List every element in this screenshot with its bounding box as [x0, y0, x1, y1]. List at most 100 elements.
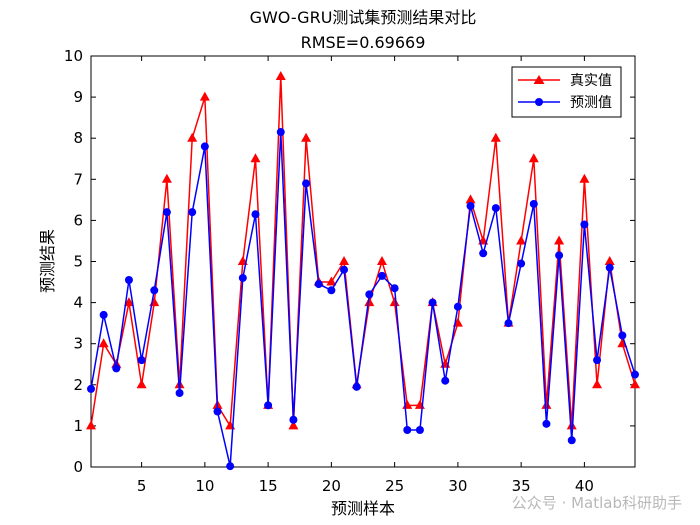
data-point-pred	[302, 179, 311, 188]
data-point-pred	[340, 265, 349, 274]
data-point-pred	[226, 462, 235, 471]
data-point-pred	[593, 356, 602, 365]
y-tick-label: 7	[73, 170, 83, 188]
legend: 真实值 预测值	[511, 66, 622, 118]
y-tick-label: 10	[64, 47, 83, 65]
data-point-true	[250, 153, 261, 163]
data-point-pred	[403, 426, 412, 435]
data-point-pred	[87, 384, 95, 393]
plot-area: 0 1 2 3 4 5 6 7 8 9 10 5 10 15 20 25 30 35 40	[64, 47, 640, 495]
x-tick-label: 35	[512, 477, 531, 495]
y-tick-label: 6	[73, 211, 83, 229]
data-point-pred	[491, 204, 500, 213]
data-point-true	[528, 153, 539, 163]
legend-pred-label: 预测值	[570, 95, 612, 111]
x-tick-label: 25	[385, 477, 404, 495]
data-point-true	[288, 420, 299, 430]
data-point-true	[566, 420, 577, 430]
data-point-true	[149, 297, 160, 307]
y-tick-label: 3	[73, 335, 83, 353]
data-point-true	[516, 235, 527, 245]
data-point-true	[136, 379, 147, 389]
x-tick-label: 10	[195, 477, 214, 495]
data-point-true	[592, 379, 603, 389]
data-point-pred	[580, 220, 589, 229]
x-tick-label: 5	[137, 477, 147, 495]
data-point-true	[339, 256, 350, 265]
y-tick-label: 1	[73, 417, 83, 435]
data-point-pred	[567, 436, 576, 445]
data-point-pred	[200, 142, 209, 151]
data-point-pred	[162, 208, 171, 217]
data-point-pred	[251, 210, 260, 219]
y-tick-label: 9	[73, 88, 83, 106]
data-point-true	[199, 91, 210, 101]
data-point-pred	[377, 271, 386, 280]
series-line-1	[90, 131, 636, 467]
data-point-true	[579, 173, 590, 183]
data-point-pred	[112, 364, 121, 373]
legend-box	[511, 66, 622, 118]
data-point-pred	[428, 298, 437, 307]
data-point-true	[98, 338, 109, 348]
data-point-true	[161, 173, 172, 183]
data-point-pred	[137, 356, 146, 365]
legend-true-marker	[533, 75, 545, 84]
data-point-pred	[188, 208, 197, 217]
data-point-pred	[529, 199, 538, 208]
data-point-pred	[150, 286, 159, 295]
x-tick-label: 30	[448, 477, 467, 495]
data-point-pred	[238, 273, 247, 282]
chart-title: GWO-GRU测试集预测结果对比	[250, 8, 477, 27]
data-point-pred	[479, 249, 488, 258]
y-tick-label: 4	[73, 294, 83, 312]
data-point-true	[326, 276, 337, 286]
data-point-true	[301, 132, 312, 142]
data-point-true	[123, 297, 134, 307]
data-point-pred	[99, 310, 108, 319]
data-point-pred	[441, 376, 450, 385]
data-point-pred	[175, 389, 184, 398]
data-point-true	[86, 420, 96, 430]
data-point-pred	[415, 426, 424, 435]
data-point-pred	[352, 382, 361, 391]
data-point-pred	[365, 290, 374, 299]
data-point-pred	[618, 331, 627, 340]
data-point-true	[275, 71, 286, 81]
data-point-pred	[504, 319, 513, 328]
data-point-pred	[213, 407, 222, 416]
data-point-pred	[517, 259, 526, 268]
data-point-pred	[631, 370, 639, 379]
data-point-pred	[453, 302, 462, 311]
data-point-true	[490, 132, 501, 142]
data-point-true	[364, 297, 375, 307]
x-tick-label: 20	[322, 477, 341, 495]
data-point-pred	[314, 280, 323, 289]
data-point-pred	[124, 275, 133, 284]
data-point-pred	[276, 128, 285, 137]
data-point-true	[389, 297, 400, 307]
y-axis-label: 预测结果	[38, 229, 57, 293]
data-point-pred	[264, 401, 273, 410]
data-point-pred	[555, 251, 564, 260]
data-point-pred	[327, 286, 336, 295]
y-tick-label: 0	[73, 458, 83, 476]
data-point-true	[630, 379, 640, 389]
watermark: 公众号 · Matlab科研助手	[511, 494, 682, 512]
y-tick-label: 8	[73, 129, 83, 147]
data-point-pred	[390, 284, 399, 293]
legend-true-label: 真实值	[570, 73, 612, 89]
data-point-pred	[542, 419, 551, 428]
series-line-0	[90, 76, 636, 429]
data-point-true	[554, 235, 565, 245]
data-point-pred	[605, 263, 614, 272]
chart-subtitle: RMSE=0.69669	[301, 33, 426, 52]
data-point-true	[604, 256, 615, 265]
legend-pred-marker	[535, 98, 543, 106]
data-point-true	[465, 194, 476, 204]
data-point-true	[402, 399, 413, 409]
x-tick-label: 15	[259, 477, 278, 495]
y-tick-label: 2	[73, 376, 83, 394]
data-point-true	[541, 399, 552, 409]
